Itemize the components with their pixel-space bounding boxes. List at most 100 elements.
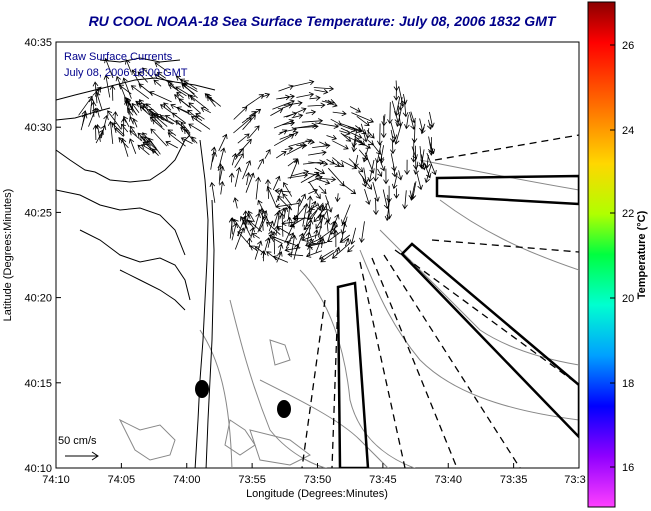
current-vector (291, 169, 310, 177)
current-vector (283, 100, 303, 107)
current-vector (237, 215, 247, 237)
current-vector (154, 73, 173, 85)
current-vector (376, 123, 383, 146)
current-vector (141, 144, 158, 154)
current-vector (360, 123, 368, 143)
current-vector (291, 79, 315, 87)
current-vector (138, 83, 153, 95)
current-vector (284, 146, 294, 152)
current-vector (245, 172, 251, 186)
current-vector (397, 106, 403, 127)
current-vector (279, 131, 299, 140)
current-vector (332, 220, 338, 238)
x-tick-label: 74:00 (173, 474, 201, 486)
current-vector (257, 210, 268, 233)
current-vector (219, 180, 225, 195)
current-vector (257, 158, 264, 170)
current-vector (99, 124, 107, 140)
current-vector (124, 96, 131, 106)
current-vector (423, 162, 432, 179)
current-vector (391, 173, 398, 190)
current-vector (347, 245, 355, 253)
current-vector (367, 159, 375, 183)
current-vector (286, 216, 293, 227)
radial-dashed-lines (301, 134, 579, 468)
current-vector (145, 103, 160, 116)
current-vector (284, 223, 295, 244)
current-vector (154, 62, 168, 72)
current-vector (112, 111, 119, 129)
current-vector (334, 193, 341, 203)
current-vector (307, 102, 326, 109)
y-tick-label: 40:10 (24, 463, 52, 475)
current-vector (191, 136, 198, 144)
current-vector (243, 213, 251, 233)
current-vector (242, 114, 256, 130)
current-vector (249, 111, 257, 117)
current-vector (237, 133, 250, 144)
colorbar-tick-label: 18 (622, 378, 634, 390)
current-vector (233, 218, 241, 229)
current-vector (307, 238, 313, 248)
current-vector (309, 95, 321, 101)
current-vector (364, 188, 371, 206)
overlay-title: Raw Surface Currents (64, 51, 173, 63)
current-vector (308, 181, 321, 200)
current-vector (344, 237, 350, 247)
current-vector (380, 115, 387, 139)
scale-vector-arrow (65, 451, 99, 461)
current-vector (310, 237, 324, 244)
x-tick-label: 73:45 (369, 474, 397, 486)
current-vector (125, 59, 132, 73)
current-vector (228, 217, 235, 235)
current-vector (358, 171, 373, 190)
current-vector (411, 146, 418, 160)
current-vector (300, 171, 320, 183)
current-vector (88, 97, 95, 115)
current-vector (277, 243, 284, 256)
current-vector (200, 107, 211, 114)
current-vector (347, 126, 363, 133)
current-vector (259, 207, 265, 231)
current-vector (125, 99, 138, 116)
current-vector (394, 125, 402, 145)
current-vector (235, 138, 252, 158)
current-vector (314, 167, 326, 175)
plot-area (55, 41, 580, 469)
current-vector (316, 178, 331, 185)
current-vector (394, 96, 401, 117)
current-vector (127, 107, 134, 116)
scale-vector-label: 50 cm/s (58, 435, 97, 447)
current-vector (296, 92, 315, 98)
current-vector (176, 106, 189, 113)
current-vector (183, 83, 198, 92)
current-vector (282, 193, 292, 206)
current-vector (351, 112, 374, 124)
current-vector (207, 95, 216, 107)
current-vector (286, 107, 307, 118)
current-vector (397, 97, 404, 111)
current-vector (167, 129, 177, 136)
current-vector (228, 172, 235, 183)
current-vector (272, 255, 289, 263)
colorbar-tick-label: 22 (622, 208, 634, 220)
current-vector (159, 104, 178, 117)
colorbar-tick-label: 26 (622, 40, 634, 52)
current-vector (122, 115, 130, 128)
current-vector (254, 212, 261, 229)
current-vector (265, 221, 281, 235)
current-vector (210, 146, 217, 170)
current-vector (129, 125, 137, 136)
current-vector (271, 230, 277, 255)
current-vector (315, 209, 328, 230)
current-vector (330, 118, 342, 126)
current-vector (260, 250, 267, 262)
current-vector (234, 152, 244, 168)
current-vector (386, 194, 393, 220)
current-vector (341, 221, 347, 242)
current-vector (298, 193, 306, 207)
current-vector (165, 140, 178, 149)
current-vector (175, 75, 184, 82)
current-vector (362, 167, 369, 185)
